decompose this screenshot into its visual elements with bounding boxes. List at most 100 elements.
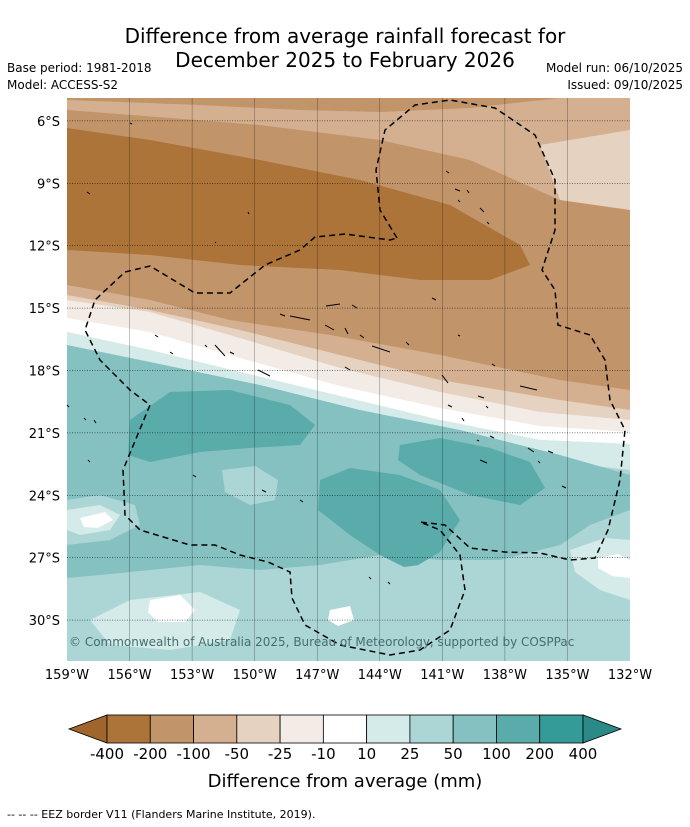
colorbar-tick-label: 50 xyxy=(443,745,463,763)
band-slight-wet xyxy=(67,332,630,470)
title-line-2: December 2025 to February 2026 xyxy=(175,48,515,72)
page-title: Difference from average rainfall forecas… xyxy=(0,24,690,72)
island xyxy=(547,450,554,454)
lon-label: 138°W xyxy=(483,668,527,683)
colorbar-tick-label: 10 xyxy=(357,745,377,763)
island xyxy=(479,207,485,213)
latitude-labels: 6°S 9°S 12°S 15°S 18°S 21°S 24°S 27°S 30°S xyxy=(29,115,60,629)
band-near-zero xyxy=(67,300,630,438)
island xyxy=(192,474,197,478)
title-line-1: Difference from average rainfall forecas… xyxy=(124,24,566,48)
lon-label: 141°W xyxy=(420,668,464,683)
island xyxy=(489,435,495,439)
colorbar-segment xyxy=(106,714,151,744)
model-name: Model: ACCESS-S2 xyxy=(7,78,119,92)
meta-left: Base period: 1981-2018 Model: ACCESS-S2 xyxy=(7,60,152,94)
longitude-labels: 159°W 156°W 153°W 150°W 147°W 144°W 141°W 138°W… xyxy=(45,668,652,683)
patch-mild-wet-middle xyxy=(222,466,278,505)
colorbar-segment xyxy=(409,714,454,744)
lat-label: 21°S xyxy=(29,427,60,442)
island xyxy=(324,324,335,331)
island xyxy=(466,189,470,194)
colorbar-tick-label: -25 xyxy=(267,745,293,763)
island xyxy=(486,221,490,225)
island xyxy=(299,499,304,503)
model-run: Model run: 06/10/2025 xyxy=(545,61,683,75)
island xyxy=(344,327,349,335)
island xyxy=(537,460,541,464)
lon-label: 153°W xyxy=(170,668,214,683)
lon-label: 144°W xyxy=(358,668,402,683)
island xyxy=(477,395,485,399)
island xyxy=(214,241,217,244)
island xyxy=(261,489,267,493)
island xyxy=(476,439,480,442)
colorbar-tick-label: -10 xyxy=(311,745,336,763)
eez-border xyxy=(84,99,626,656)
island xyxy=(441,374,449,384)
island xyxy=(457,199,461,203)
island xyxy=(344,366,351,371)
footnote: -- -- -- EEZ border V11 (Flanders Marine… xyxy=(7,808,316,821)
island xyxy=(561,485,567,489)
island xyxy=(93,419,97,424)
island xyxy=(454,188,461,192)
patch-white-small xyxy=(328,606,354,626)
island xyxy=(83,417,87,421)
colorbar-tick-label: -100 xyxy=(176,745,211,763)
lon-label: 150°W xyxy=(233,668,277,683)
island xyxy=(289,315,311,321)
colorbar-tick-label: 25 xyxy=(400,745,420,763)
island xyxy=(247,211,250,215)
island xyxy=(154,334,159,338)
island xyxy=(86,191,91,195)
patch-white-south xyxy=(148,595,195,622)
colorbar-segment xyxy=(496,714,541,744)
patch-white-southeast xyxy=(598,554,630,578)
colorbar-tick-label: -200 xyxy=(133,745,168,763)
colorbar-tick-label: 100 xyxy=(482,745,511,763)
colorbar-segment xyxy=(279,714,324,744)
colorbar-tick-label: 200 xyxy=(525,745,555,763)
island xyxy=(279,313,286,317)
island xyxy=(214,344,226,357)
lat-label: 27°S xyxy=(29,552,60,567)
island xyxy=(371,345,391,353)
island xyxy=(387,581,391,585)
island xyxy=(359,334,365,339)
grid-lines xyxy=(67,98,630,661)
island xyxy=(325,303,341,307)
island xyxy=(491,363,496,367)
island xyxy=(129,122,133,125)
island xyxy=(457,334,461,337)
island-group xyxy=(66,122,567,585)
island xyxy=(229,351,235,355)
island xyxy=(351,304,358,309)
colorbar-segment xyxy=(149,714,194,744)
island xyxy=(445,170,450,174)
lon-label: 156°W xyxy=(107,668,151,683)
colorbar-segment xyxy=(322,714,368,744)
island xyxy=(169,351,174,355)
lat-label: 9°S xyxy=(37,177,60,192)
colorbar-low-extend xyxy=(67,714,108,744)
island xyxy=(431,297,437,301)
colorbar-high-extend xyxy=(582,714,623,744)
lon-label: 132°W xyxy=(608,668,652,683)
colorbar-title: Difference from average (mm) xyxy=(207,771,483,792)
island xyxy=(204,344,208,348)
lat-label: 15°S xyxy=(29,302,60,317)
lon-label: 147°W xyxy=(295,668,339,683)
band-white xyxy=(67,318,630,444)
meta-right: Model run: 06/10/2025 Issued: 09/10/2025 xyxy=(546,60,683,94)
colorbar-segment xyxy=(193,714,238,744)
lat-label: 12°S xyxy=(29,240,60,255)
colorbar-tick-label: -50 xyxy=(224,745,250,763)
copyright-text: © Commonwealth of Australia 2025, Bureau… xyxy=(69,635,574,649)
lat-label: 18°S xyxy=(29,364,60,379)
lon-label: 135°W xyxy=(545,668,589,683)
island xyxy=(368,576,372,580)
patch-white-southwest xyxy=(80,512,113,528)
lat-label: 6°S xyxy=(37,115,60,130)
